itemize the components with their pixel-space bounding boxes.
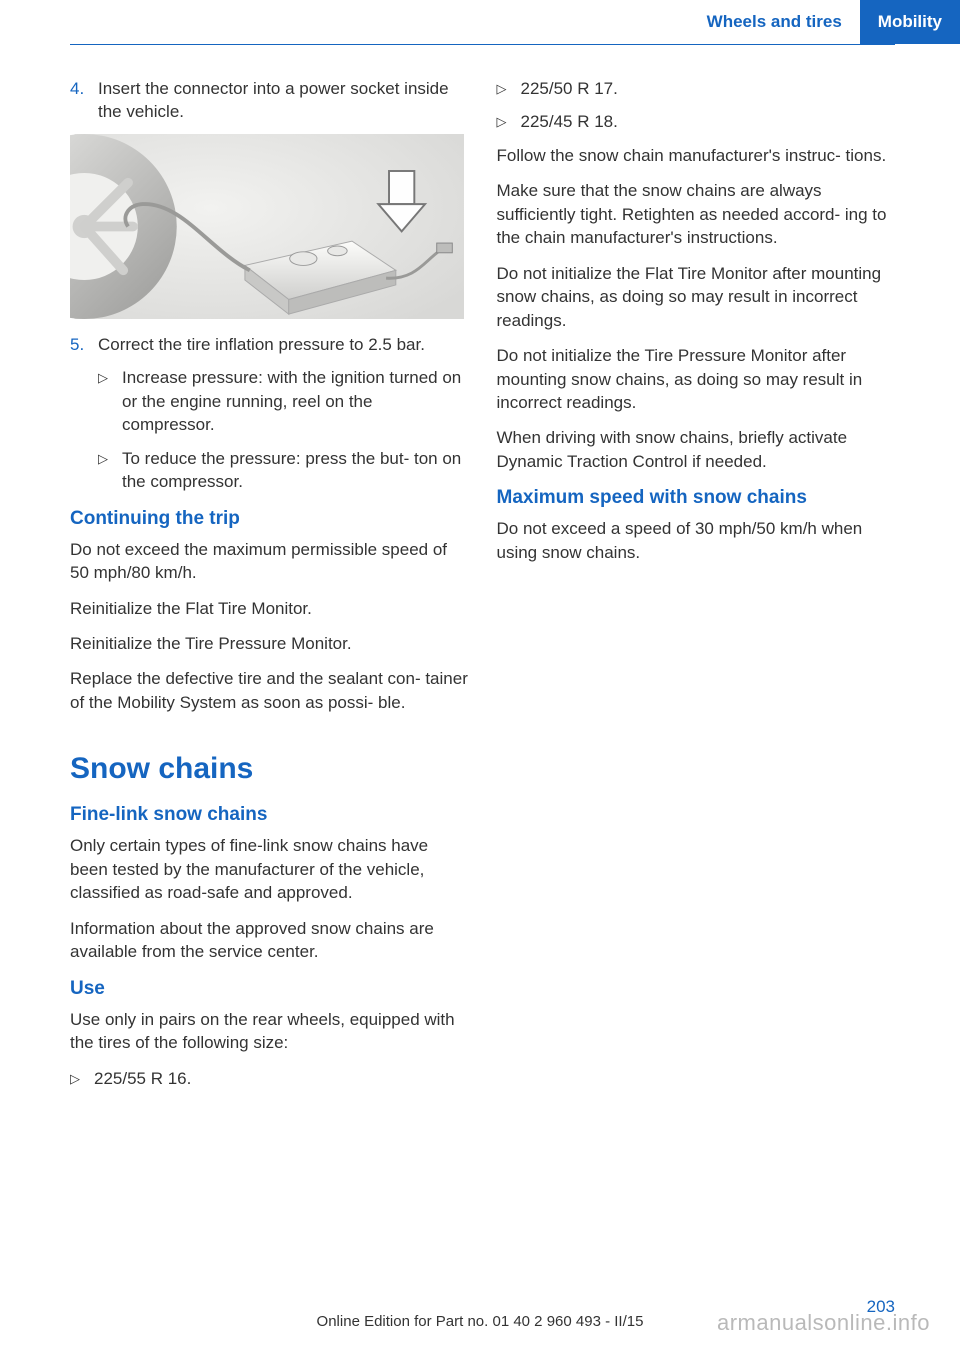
body-text: Do not initialize the Tire Pressure Moni… (497, 344, 896, 414)
bullet-text: 225/45 R 18. (521, 110, 896, 133)
body-text: Follow the snow chain manufacturer's ins… (497, 144, 896, 167)
heading-use: Use (70, 978, 469, 1000)
tire-size-bullet: ▷ 225/45 R 18. (497, 110, 896, 133)
sub-bullet: ▷ To reduce the pressure: press the but‐… (70, 447, 469, 494)
heading-fine-link: Fine-link snow chains (70, 804, 469, 826)
heading-max-speed: Maximum speed with snow chains (497, 487, 896, 509)
bullet-icon: ▷ (98, 447, 122, 494)
step-number: 4. (70, 77, 98, 124)
heading-snow-chains: Snow chains (70, 752, 469, 786)
header-section-label: Wheels and tires (689, 0, 860, 44)
body-text: Reinitialize the Flat Tire Monitor. (70, 597, 469, 620)
left-column: 4. Insert the connector into a power soc… (70, 77, 469, 1100)
bullet-icon: ▷ (70, 1067, 94, 1090)
bullet-text: 225/55 R 16. (94, 1067, 469, 1090)
step-text: Correct the tire inflation pressure to 2… (98, 333, 469, 356)
header-chapter-label: Mobility (860, 0, 960, 44)
body-text: Do not exceed a speed of 30 mph/50 km/h … (497, 517, 896, 564)
tire-size-bullet: ▷ 225/50 R 17. (497, 77, 896, 100)
step-4: 4. Insert the connector into a power soc… (70, 77, 469, 124)
right-column: ▷ 225/50 R 17. ▷ 225/45 R 18. Follow the… (497, 77, 896, 1100)
body-text: Do not exceed the maximum permissible sp… (70, 538, 469, 585)
body-text: Information about the approved snow chai… (70, 917, 469, 964)
bullet-icon: ▷ (98, 366, 122, 436)
compressor-figure (70, 134, 469, 319)
body-text: Make sure that the snow chains are alway… (497, 179, 896, 249)
body-text: Use only in pairs on the rear wheels, eq… (70, 1008, 469, 1055)
step-text: Insert the connector into a power socket… (98, 77, 469, 124)
step-5: 5. Correct the tire inflation pressure t… (70, 333, 469, 356)
bullet-text: To reduce the pressure: press the but‐ t… (122, 447, 469, 494)
body-text: Do not initialize the Flat Tire Monitor … (497, 262, 896, 332)
body-text: When driving with snow chains, briefly a… (497, 426, 896, 473)
watermark-text: armanualsonline.info (717, 1310, 930, 1336)
body-text: Only certain types of fine-link snow cha… (70, 834, 469, 904)
heading-continuing: Continuing the trip (70, 508, 469, 530)
bullet-icon: ▷ (497, 77, 521, 100)
bullet-text: Increase pressure: with the ignition tur… (122, 366, 469, 436)
bullet-text: 225/50 R 17. (521, 77, 896, 100)
body-text: Replace the defective tire and the seala… (70, 667, 469, 714)
tire-size-bullet: ▷ 225/55 R 16. (70, 1067, 469, 1090)
sub-bullet: ▷ Increase pressure: with the ignition t… (70, 366, 469, 436)
content-area: 4. Insert the connector into a power soc… (0, 45, 960, 1100)
page-header: Wheels and tires Mobility (0, 0, 960, 44)
step-number: 5. (70, 333, 98, 356)
body-text: Reinitialize the Tire Pressure Monitor. (70, 632, 469, 655)
bullet-icon: ▷ (497, 110, 521, 133)
